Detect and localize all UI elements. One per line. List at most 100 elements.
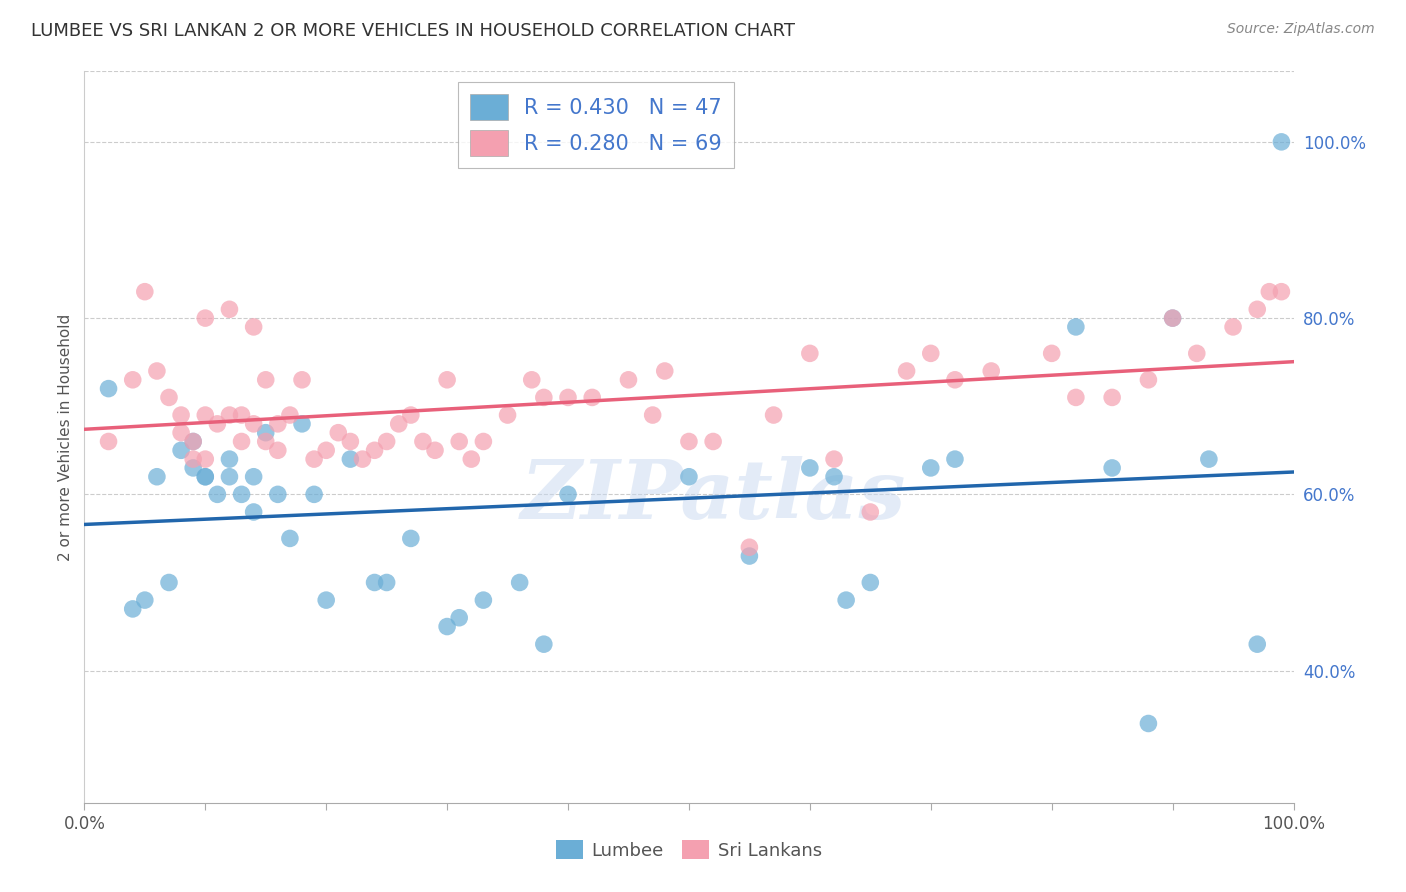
Text: Source: ZipAtlas.com: Source: ZipAtlas.com [1227,22,1375,37]
Point [980,364,1002,378]
Point [738,549,761,563]
Point [291,417,314,431]
Point [509,575,531,590]
Point [181,452,204,467]
Point [1161,311,1184,326]
Point [1137,716,1160,731]
Point [267,443,290,458]
Point [738,540,761,554]
Point [533,391,555,405]
Point [823,452,845,467]
Point [207,417,229,431]
Point [242,320,264,334]
Point [436,619,458,633]
Point [859,505,882,519]
Point [557,487,579,501]
Point [146,364,169,378]
Point [278,408,301,422]
Point [267,417,290,431]
Point [412,434,434,449]
Point [121,602,143,616]
Point [1101,461,1123,475]
Point [920,461,942,475]
Point [520,373,543,387]
Point [702,434,724,449]
Point [181,434,204,449]
Point [339,434,361,449]
Point [641,408,664,422]
Point [1101,391,1123,405]
Point [1222,320,1244,334]
Point [449,611,471,625]
Point [134,285,156,299]
Point [388,417,411,431]
Point [363,443,385,458]
Point [278,532,301,546]
Point [1137,373,1160,387]
Text: LUMBEE VS SRI LANKAN 2 OR MORE VEHICLES IN HOUSEHOLD CORRELATION CHART: LUMBEE VS SRI LANKAN 2 OR MORE VEHICLES … [31,22,794,40]
Point [194,452,217,467]
Point [218,469,240,483]
Point [799,346,821,360]
Y-axis label: 2 or more Vehicles in Household: 2 or more Vehicles in Household [58,313,73,561]
Point [97,382,120,396]
Point [170,443,193,458]
Point [254,434,277,449]
Point [557,391,579,405]
Point [194,469,217,483]
Point [678,434,700,449]
Point [134,593,156,607]
Point [339,452,361,467]
Point [1064,391,1087,405]
Point [302,452,325,467]
Point [218,452,240,467]
Point [1198,452,1220,467]
Point [581,391,603,405]
Point [436,373,458,387]
Point [1258,285,1281,299]
Point [1161,311,1184,326]
Point [121,373,143,387]
Point [943,373,966,387]
Point [170,425,193,440]
Point [194,469,217,483]
Point [363,575,385,590]
Point [328,425,350,440]
Point [352,452,374,467]
Point [423,443,446,458]
Point [1064,320,1087,334]
Legend: Lumbee, Sri Lankans: Lumbee, Sri Lankans [548,833,830,867]
Point [146,469,169,483]
Point [762,408,785,422]
Point [859,575,882,590]
Point [1270,285,1292,299]
Point [207,487,229,501]
Point [267,487,290,501]
Point [218,408,240,422]
Point [170,408,193,422]
Point [460,452,482,467]
Point [1270,135,1292,149]
Point [1040,346,1063,360]
Point [835,593,858,607]
Text: ZIPatlas: ZIPatlas [520,456,905,535]
Point [943,452,966,467]
Point [242,505,264,519]
Point [291,373,314,387]
Point [1185,346,1208,360]
Point [375,434,398,449]
Point [375,575,398,590]
Point [254,373,277,387]
Point [242,469,264,483]
Point [654,364,676,378]
Point [617,373,640,387]
Point [315,443,337,458]
Point [1246,637,1268,651]
Point [157,575,180,590]
Point [254,425,277,440]
Point [231,408,253,422]
Point [97,434,120,449]
Point [1246,302,1268,317]
Point [823,469,845,483]
Point [533,637,555,651]
